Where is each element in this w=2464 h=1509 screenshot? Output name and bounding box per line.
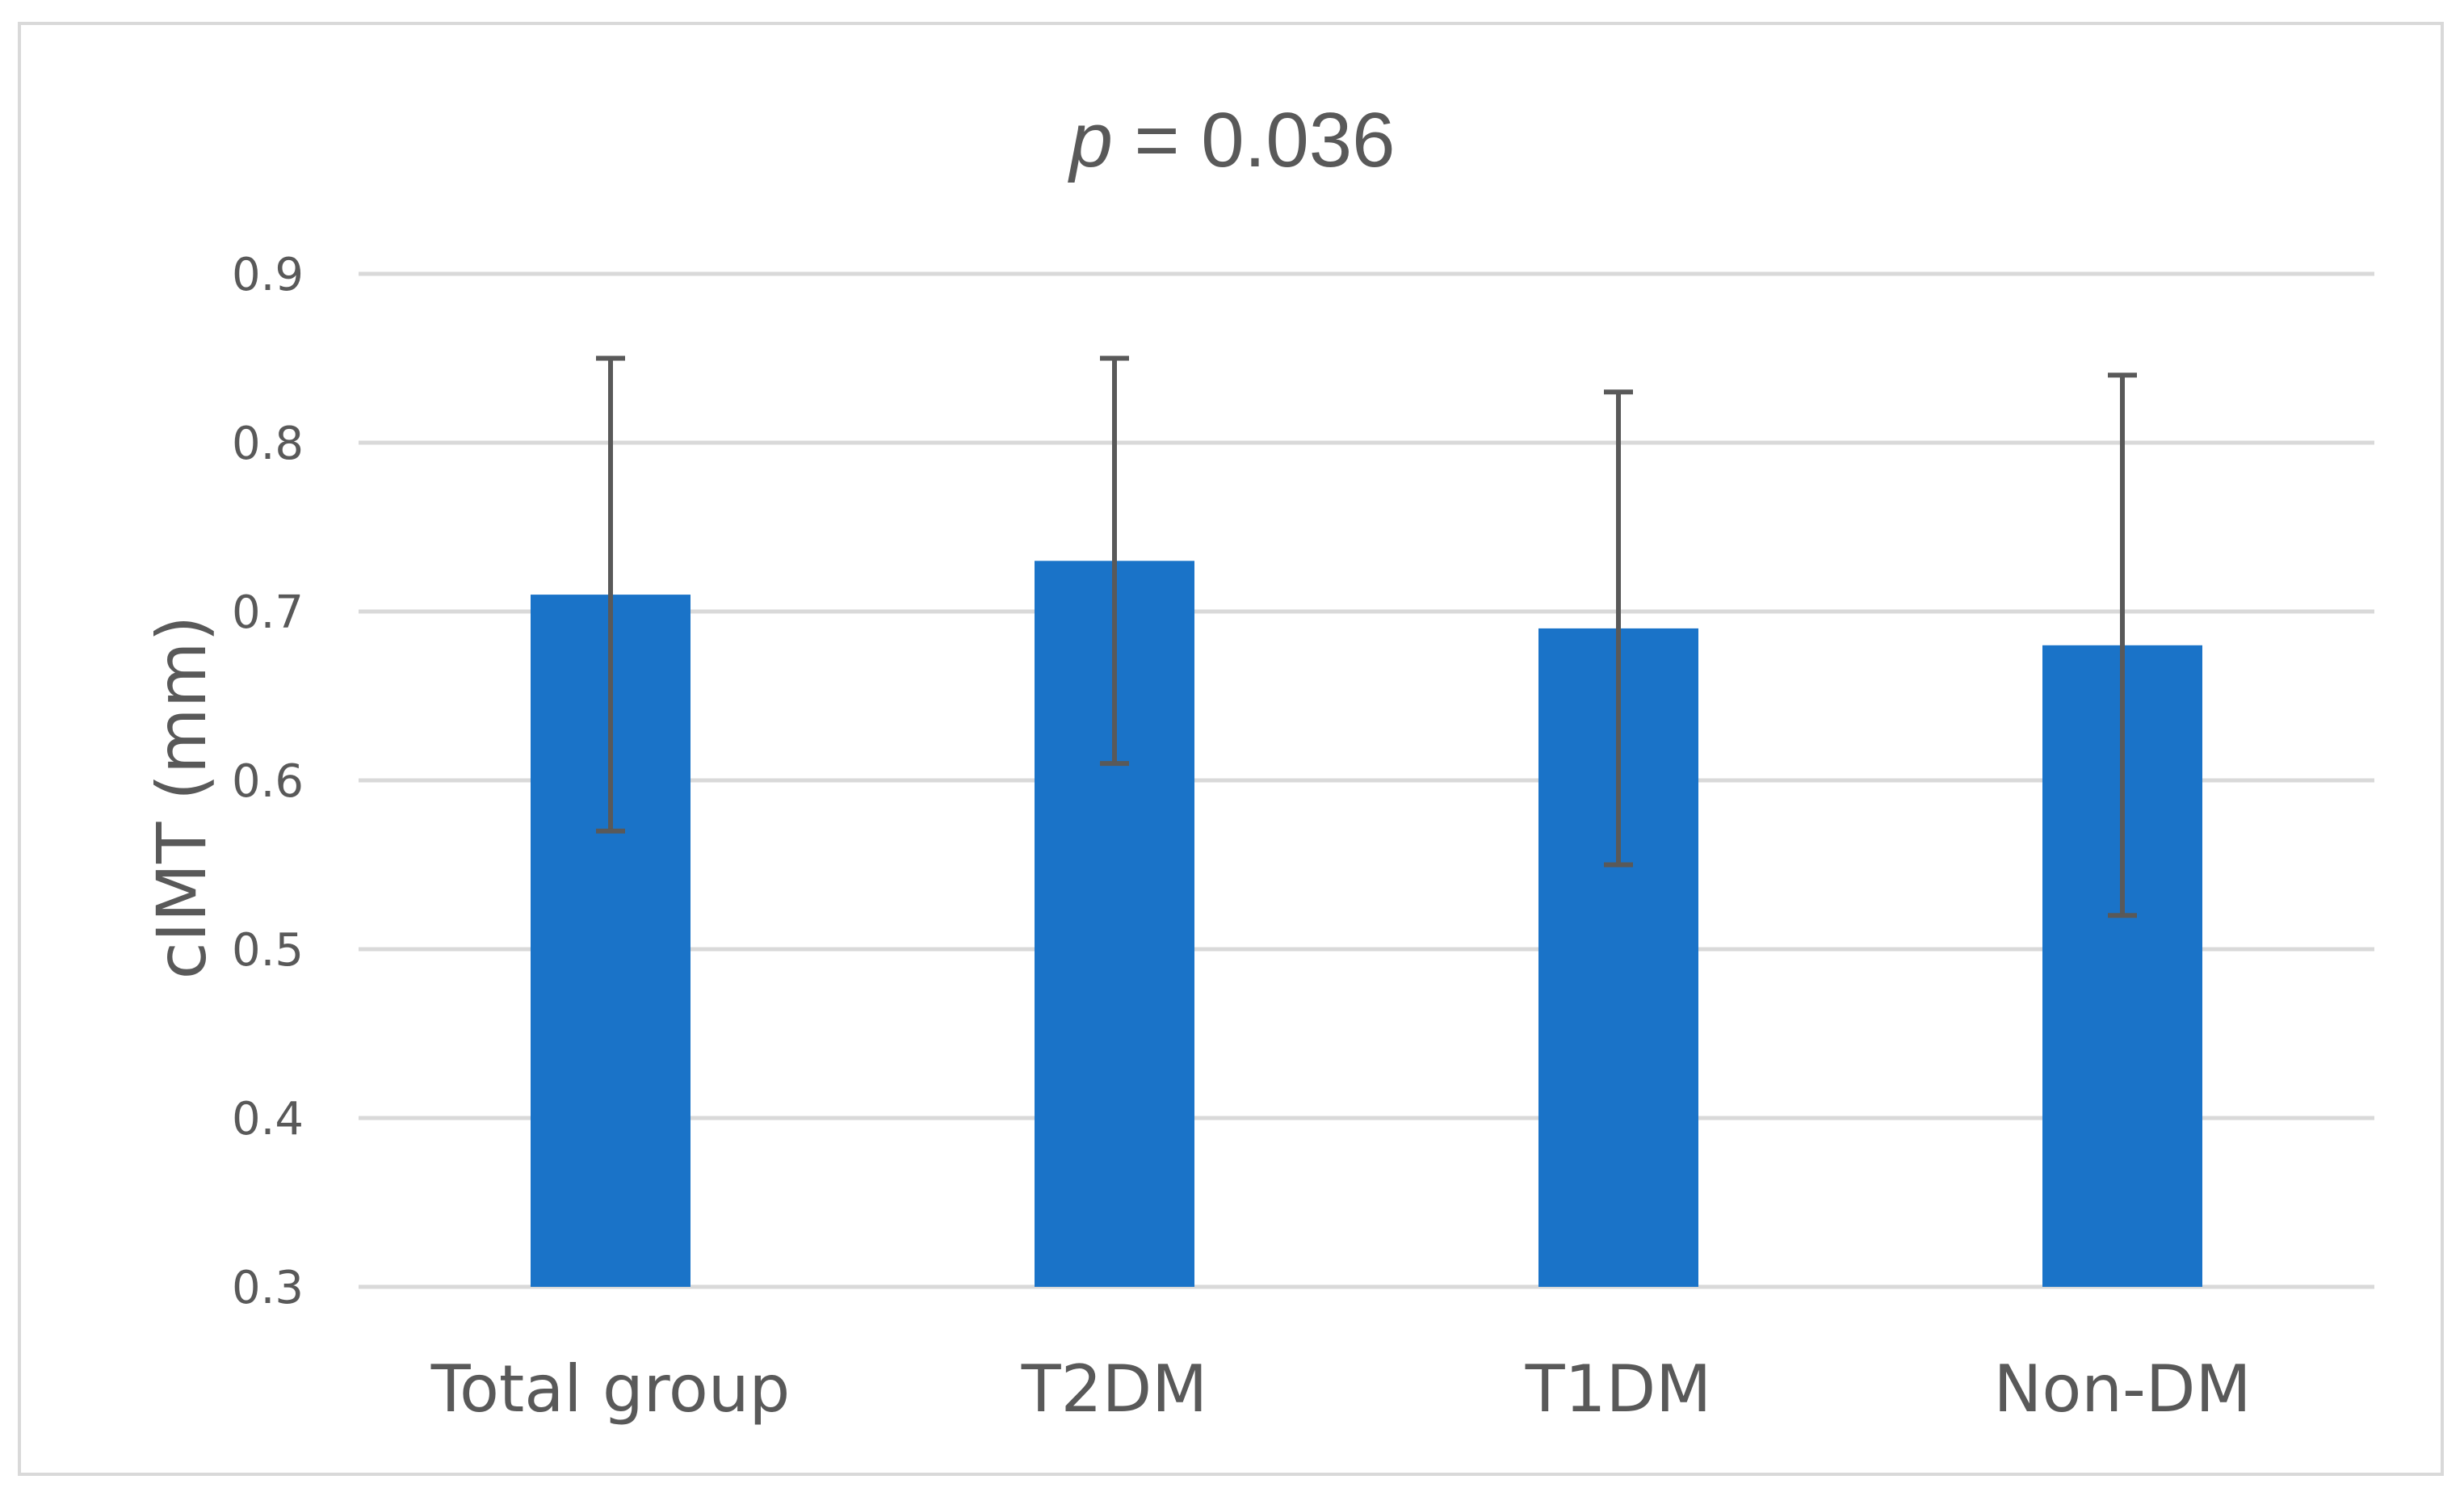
x-axis-labels: Total group T2DM T1DM Non-DM bbox=[430, 1351, 2252, 1427]
chart-title-rest: = 0.036 bbox=[1113, 97, 1396, 183]
bars bbox=[531, 561, 2202, 1287]
y-tick-label: 0.8 bbox=[232, 418, 304, 470]
y-tick-label: 0.4 bbox=[232, 1093, 304, 1145]
gridlines bbox=[359, 271, 2374, 1289]
y-tick-label: 0.6 bbox=[232, 755, 304, 808]
error-bar bbox=[596, 355, 625, 834]
y-tick-label: 0.3 bbox=[232, 1262, 304, 1314]
y-tick-label: 0.5 bbox=[232, 924, 304, 977]
x-category-label: Non-DM bbox=[1994, 1351, 2252, 1427]
chart-title: p = 0.036 bbox=[1067, 97, 1395, 183]
x-category-label: T1DM bbox=[1525, 1351, 1711, 1427]
y-tick-label: 0.7 bbox=[232, 586, 304, 639]
y-axis-title: cIMT (mm) bbox=[142, 616, 221, 980]
chart-title-p: p bbox=[1067, 97, 1112, 183]
error-bar bbox=[1604, 389, 1633, 868]
y-tick-label: 0.9 bbox=[232, 249, 304, 301]
chart-frame: p = 0.036 cIMT (mm) 0.3 0.4 0.5 0.6 0.7 0.8 0.… bbox=[18, 22, 2444, 1476]
x-category-label: T2DM bbox=[1021, 1351, 1207, 1427]
bar-chart: p = 0.036 cIMT (mm) 0.30.40.50.60.70.80.… bbox=[142, 97, 2374, 1427]
x-category-label: Total group bbox=[430, 1351, 791, 1427]
error-bar bbox=[1100, 355, 1129, 767]
y-axis-ticks: 0.3 0.4 0.5 0.6 0.7 0.8 0.9 bbox=[232, 249, 304, 1314]
error-bars bbox=[596, 355, 2137, 918]
error-bar bbox=[2108, 372, 2137, 918]
